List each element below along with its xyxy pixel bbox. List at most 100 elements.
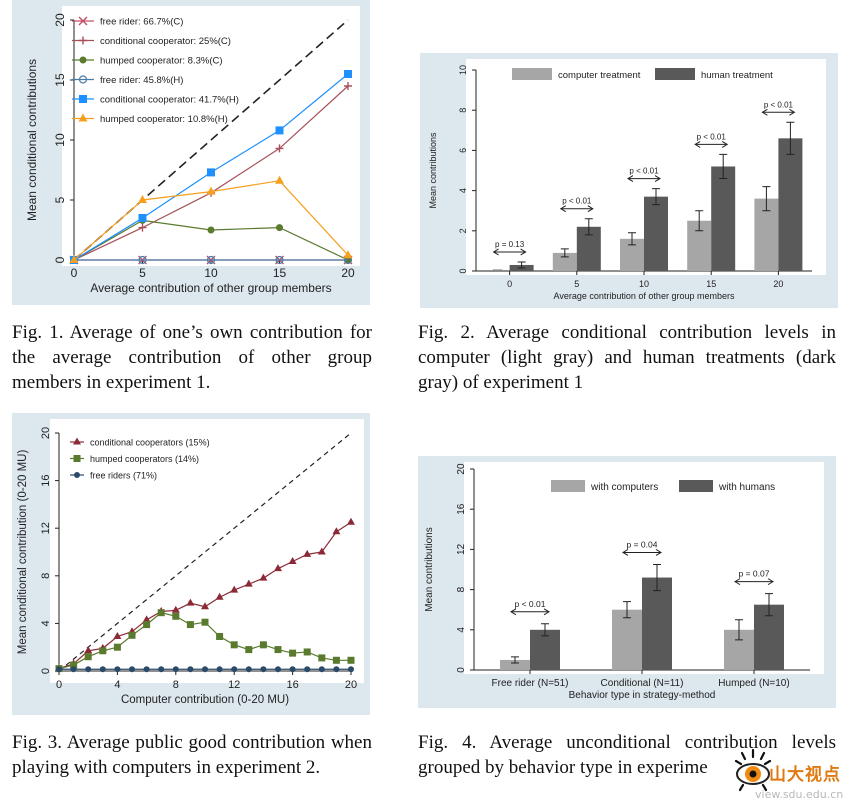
data-point xyxy=(84,646,93,654)
data-point xyxy=(289,666,296,673)
legend-marker xyxy=(78,75,88,84)
y-tick-label: 16 xyxy=(456,503,467,515)
data-point xyxy=(318,654,326,662)
data-point xyxy=(230,641,238,649)
data-point xyxy=(304,666,311,673)
data-point xyxy=(129,666,135,673)
x-tick-label: 5 xyxy=(574,279,579,289)
data-point xyxy=(138,223,147,232)
legend-label: humped cooperator: 8.3%(C) xyxy=(100,56,223,67)
significance-annotation: p < 0.01 xyxy=(627,167,661,183)
fig4-panel: 0 4 8 12 16 20 Behavior type in strategy-metho… xyxy=(418,456,836,708)
data-point xyxy=(289,649,297,657)
significance-annotation: p = 0.13 xyxy=(492,240,527,256)
data-point xyxy=(275,666,281,673)
legend-label: humped cooperator: 10.8%(H) xyxy=(100,114,228,125)
data-point xyxy=(216,666,223,673)
fig4-caption: Fig. 4. Average unconditional contributi… xyxy=(418,732,836,778)
x-tick-label: 10 xyxy=(639,279,649,289)
significance-annotation: p < 0.01 xyxy=(761,100,796,116)
bar xyxy=(500,659,530,670)
x-tick-label: Free rider (N=51) xyxy=(492,678,569,689)
y-tick-label: 6 xyxy=(458,148,468,153)
error-bar xyxy=(765,593,773,617)
data-point xyxy=(99,666,106,673)
data-point xyxy=(172,612,180,620)
fig3-panel: 0 4 8 12 16 20 0 4 8 12 16 20 Computer contribution … xyxy=(12,413,370,715)
data-point xyxy=(276,224,283,232)
y-tick-label: 0 xyxy=(40,668,52,674)
y-axis-label: Mean contributions xyxy=(428,132,438,209)
y-axis-label: Mean conditional contributions xyxy=(25,59,39,221)
arrow-heads xyxy=(694,140,729,148)
legend-label: with humans xyxy=(718,482,775,493)
legend-swatch xyxy=(551,480,585,492)
bar-group xyxy=(576,218,601,271)
fig4-chart: 0 4 8 12 16 20 Behavior type in strategy-metho… xyxy=(424,463,810,701)
y-tick-label: 0 xyxy=(458,268,468,273)
eye-logo-icon xyxy=(734,748,772,792)
y-tick-label: 2 xyxy=(458,228,468,233)
x-axis-label: Average contribution of other group memb… xyxy=(90,281,331,295)
x-tick-label: 12 xyxy=(228,679,240,691)
legend-label: conditional cooperator: 41.7%(H) xyxy=(100,95,239,106)
fig3-caption: Fig. 3. Average public good contribution… xyxy=(12,732,372,778)
x-tick-label: 0 xyxy=(507,279,512,289)
data-point xyxy=(230,585,239,593)
fig3-chart: 0 4 8 12 16 20 0 4 8 12 16 20 Computer contribution … xyxy=(17,427,357,706)
data-point xyxy=(216,632,224,640)
fig1-panel: 0 5 10 15 20 0 5 10 15 20 Average contribution of … xyxy=(12,0,370,305)
legend-swatch xyxy=(679,480,713,492)
p-value-label: p = 0.13 xyxy=(495,240,525,249)
fig1-caption: Fig. 1. Average of one’s own contributio… xyxy=(12,322,372,393)
data-point xyxy=(69,255,79,263)
significance-annotation: p < 0.01 xyxy=(510,599,550,616)
legend-label: conditional cooperator: 25%(C) xyxy=(100,36,231,47)
legend-item: free riders (71%) xyxy=(70,471,157,481)
legend-item: humped cooperator: 8.3%(C) xyxy=(72,56,223,67)
arrow-heads xyxy=(627,175,661,183)
y-tick-label: 16 xyxy=(40,474,52,486)
bar-group xyxy=(687,210,712,271)
legend-item: with humans xyxy=(679,480,775,493)
y-tick-label: 0 xyxy=(53,256,67,263)
data-point xyxy=(259,641,267,649)
data-point xyxy=(158,666,165,673)
data-point xyxy=(138,255,147,265)
legend-label: free rider: 66.7%(C) xyxy=(100,17,183,28)
bar-group xyxy=(754,593,784,670)
fig2-caption: Fig. 2. Average conditional contribution… xyxy=(418,322,836,393)
y-tick-label: 0 xyxy=(456,667,467,673)
data-point xyxy=(275,255,284,265)
data-point xyxy=(85,666,92,673)
legend-swatch xyxy=(512,68,552,80)
x-tick-label: 10 xyxy=(204,266,218,280)
legend-item: free rider: 66.7%(C) xyxy=(72,17,183,28)
bar-group xyxy=(530,623,560,670)
data-point xyxy=(113,631,122,639)
y-tick-label: 15 xyxy=(53,73,67,87)
data-point xyxy=(202,666,208,673)
data-point xyxy=(275,175,284,184)
bar-group xyxy=(620,232,644,271)
legend-item: humped cooperator: 10.8%(H) xyxy=(72,113,228,125)
x-tick-label: Humped (N=10) xyxy=(718,678,789,689)
error-bar xyxy=(735,619,743,641)
data-point xyxy=(70,661,78,669)
data-point xyxy=(70,666,77,673)
bar-group xyxy=(642,563,672,670)
legend-marker xyxy=(73,437,81,445)
error-bar xyxy=(695,210,704,232)
data-point xyxy=(333,666,340,673)
data-point xyxy=(332,656,340,664)
legend-label: computer treatment xyxy=(558,70,641,81)
x-tick-label: 4 xyxy=(114,679,120,691)
bar-group xyxy=(612,601,642,670)
x-tick-label: 16 xyxy=(286,679,298,691)
legend-marker xyxy=(73,455,81,462)
legend-label: humped cooperators (14%) xyxy=(90,454,199,464)
series-1 xyxy=(55,609,355,673)
data-point xyxy=(172,666,179,673)
data-point xyxy=(143,621,151,629)
bar xyxy=(552,252,577,271)
